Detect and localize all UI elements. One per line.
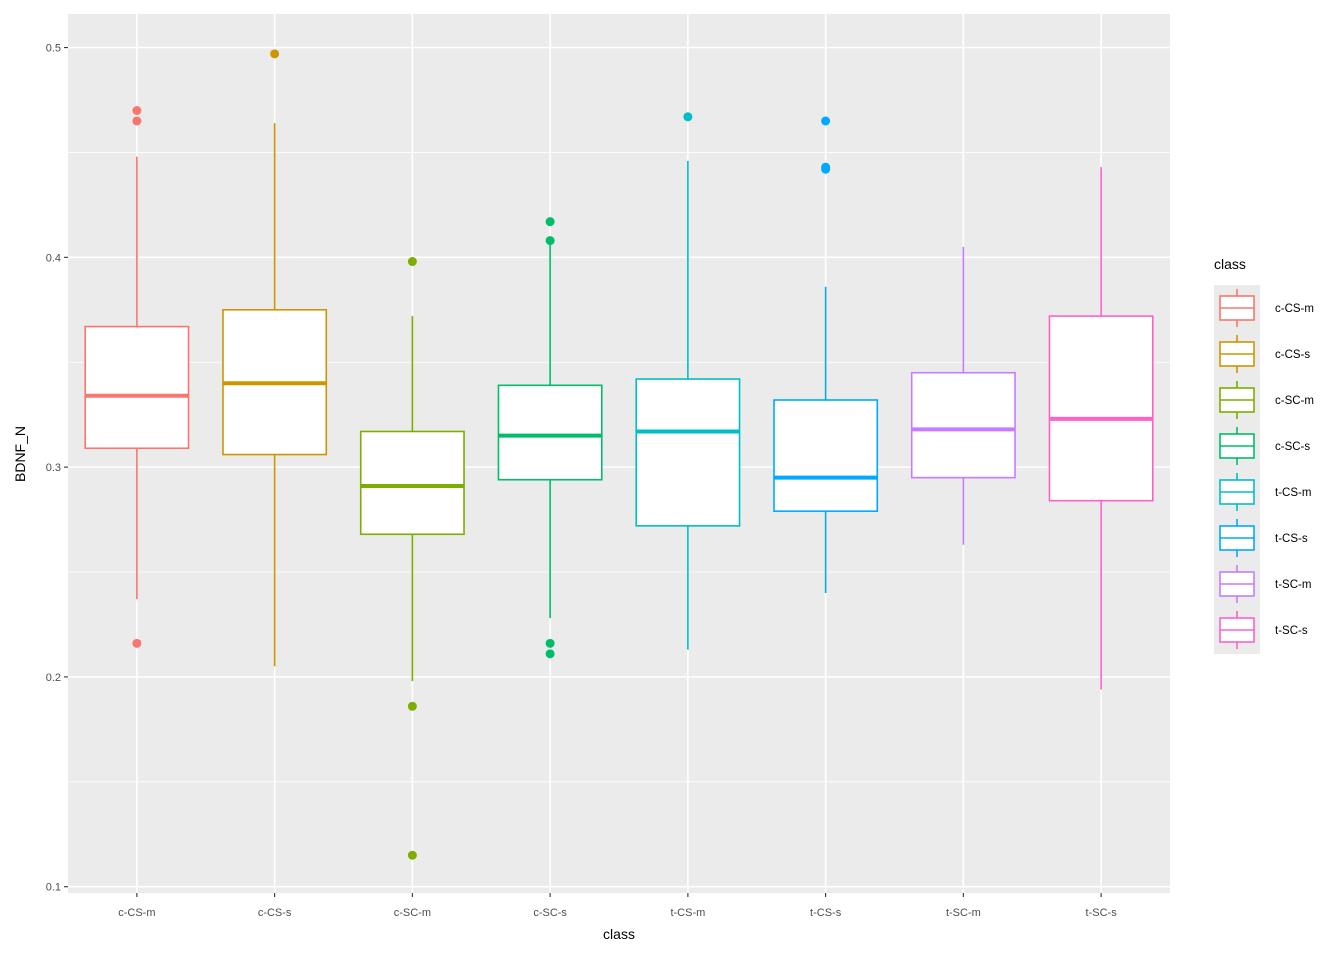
legend-label: t-SC-s <box>1275 625 1308 637</box>
x-tick-label: t-SC-m <box>946 907 981 919</box>
y-tick-label: 0.1 <box>46 882 61 894</box>
outlier-point <box>132 106 142 116</box>
box-t-SC-m <box>910 246 1016 545</box>
outlier-point <box>545 638 555 648</box>
box-iqr <box>497 384 603 481</box>
y-axis: 0.1 0.2 0.3 0.4 0.5 <box>46 43 68 894</box>
legend-key-c-SC-s: c-SC-s <box>1219 427 1310 465</box>
box-t-SC-s <box>1048 167 1154 690</box>
x-tick-label: c-CS-m <box>118 907 155 919</box>
box-iqr <box>84 325 190 450</box>
legend-title: class <box>1214 256 1246 272</box>
x-axis: c-CS-m c-CS-s c-SC-m c-SC-s t-CS-m t-CS-s t-SC… <box>118 893 1117 919</box>
outlier-point <box>683 112 693 122</box>
outlier-point <box>132 638 142 648</box>
legend-label: t-CS-s <box>1275 533 1308 545</box>
legend: class c-CS-m c-CS-s c-SC-m c-SC-s t-CS-m t-CS… <box>1214 256 1314 654</box>
box-iqr <box>359 430 465 536</box>
legend-key-t-SC-m: t-SC-m <box>1219 565 1311 603</box>
outlier-point <box>821 164 831 174</box>
legend-keys: c-CS-m c-CS-s c-SC-m c-SC-s t-CS-m t-CS-s t-SC… <box>1219 289 1314 649</box>
outlier-point <box>407 850 417 860</box>
outlier-point <box>132 116 142 126</box>
box-iqr <box>635 378 741 527</box>
x-tick-label: t-CS-m <box>670 907 705 919</box>
x-axis-title: class <box>603 926 635 942</box>
box-c-SC-m <box>359 257 465 860</box>
y-tick-label: 0.5 <box>46 43 61 55</box>
x-tick-label: c-SC-s <box>533 907 567 919</box>
box-t-CS-s <box>773 116 879 594</box>
box-iqr <box>1048 315 1154 502</box>
legend-key-c-CS-m: c-CS-m <box>1219 289 1314 327</box>
legend-label: t-CS-m <box>1275 487 1311 499</box>
legend-key-t-CS-m: t-CS-m <box>1219 473 1311 511</box>
legend-key-c-CS-s: c-CS-s <box>1219 335 1310 373</box>
y-tick-label: 0.3 <box>46 462 61 474</box>
outlier-point <box>545 649 555 659</box>
legend-key-t-CS-s: t-CS-s <box>1219 519 1308 557</box>
x-tick-label: c-SC-m <box>394 907 431 919</box>
outlier-point <box>270 49 280 59</box>
outlier-point <box>545 236 555 246</box>
legend-label: t-SC-m <box>1275 579 1311 591</box>
legend-key-c-SC-m: c-SC-m <box>1219 381 1314 419</box>
y-tick-label: 0.2 <box>46 672 61 684</box>
boxes <box>84 49 1154 860</box>
legend-key-t-SC-s: t-SC-s <box>1219 611 1308 649</box>
legend-label: c-SC-s <box>1275 441 1310 453</box>
box-c-CS-s <box>222 49 328 667</box>
outlier-point <box>545 217 555 227</box>
box-iqr <box>910 371 1016 479</box>
box-c-SC-s <box>497 217 603 659</box>
x-tick-label: c-CS-s <box>258 907 292 919</box>
legend-label: c-CS-m <box>1275 303 1314 315</box>
box-c-CS-m <box>84 106 190 648</box>
outlier-point <box>407 257 417 267</box>
x-tick-label: t-CS-s <box>810 907 842 919</box>
box-t-CS-m <box>635 112 741 650</box>
outlier-point <box>407 701 417 711</box>
outlier-point <box>821 116 831 126</box>
x-tick-label: t-SC-s <box>1086 907 1118 919</box>
box-iqr <box>773 399 879 512</box>
legend-label: c-SC-m <box>1275 395 1314 407</box>
y-axis-title: BDNF_N <box>12 426 28 482</box>
legend-label: c-CS-s <box>1275 349 1310 361</box>
y-tick-label: 0.4 <box>46 252 61 264</box>
